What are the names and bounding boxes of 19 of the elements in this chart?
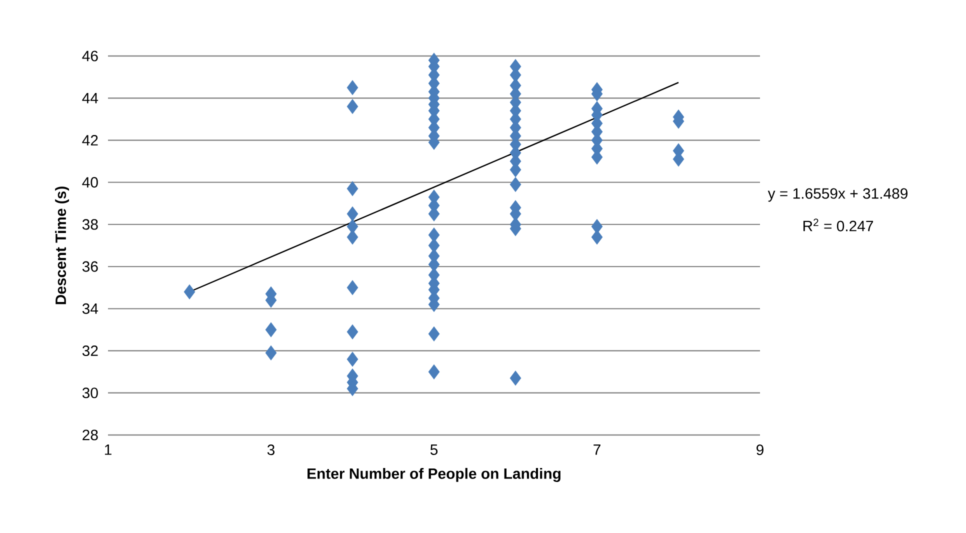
y-tick-label: 30: [82, 388, 98, 398]
y-tick-label: 46: [82, 50, 98, 62]
y-tick-label: 28: [82, 430, 98, 440]
y-tick-label: 32: [82, 345, 98, 356]
y-tick-label: 44: [82, 92, 98, 104]
text: y = 1.6559x + 31.489: [768, 188, 908, 202]
y-tick-label: 38: [82, 219, 98, 230]
y-tick-label: 34: [82, 303, 98, 314]
x-axis-title: Enter Number of People on Landing: [308, 468, 560, 482]
x-tick-label: 3: [267, 444, 274, 456]
x-tick-label: 9: [756, 444, 764, 456]
y-tick-label: 42: [82, 135, 98, 146]
x-tick-label: 5: [430, 444, 438, 455]
x-tick-label: 1: [104, 444, 112, 455]
x-tick-label: 7: [594, 444, 600, 455]
y-axis-title: Descent Time (s): [55, 186, 70, 304]
y-tick-label: 40: [82, 177, 98, 188]
y-tick-label: 36: [82, 261, 98, 272]
text: R$^{2}$ = 0.247: [803, 218, 874, 232]
